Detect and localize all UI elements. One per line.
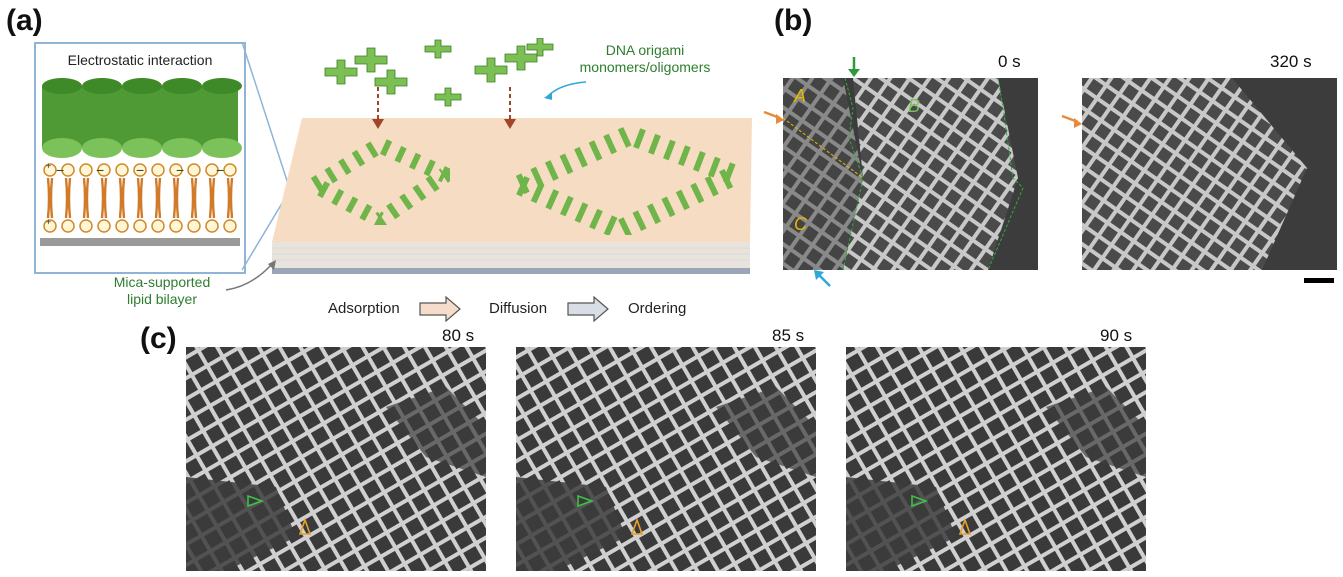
orange-arrowhead-icon: [298, 518, 312, 535]
time-label: 85 s: [772, 326, 805, 345]
minus-charge: −: [216, 162, 225, 178]
green-arrowhead-icon: [577, 494, 594, 508]
panel-b-label: (b): [774, 4, 813, 37]
dna-helix-cylinders: [42, 78, 242, 158]
afm-image-c-90s: [846, 347, 1146, 571]
monomer-label: DNA origami monomers/oligomers: [570, 42, 720, 76]
step-diffusion: Diffusion: [489, 300, 548, 317]
minus-charge: −: [176, 162, 185, 178]
step-adsorption: Adsorption: [328, 300, 400, 317]
minus-charge: −: [96, 162, 105, 178]
time-label: 320 s: [1270, 52, 1312, 71]
lipid-bilayer-diagram: [40, 78, 242, 246]
monomer-label-line2: monomers/oligomers: [579, 59, 711, 75]
origami-lattice-left: [310, 135, 450, 225]
afm-image-b-0s: [783, 78, 1038, 270]
domain-label-b: B: [908, 96, 921, 116]
bilayer-label-line1: Mica-supported: [113, 274, 211, 290]
orange-arrow-icon: [763, 110, 784, 124]
origami-lattice-right: [510, 125, 740, 235]
electrostatic-inset: Electrostatic interaction: [34, 42, 246, 274]
green-arrowhead-icon: [911, 494, 928, 508]
domain-label-c: C: [794, 214, 807, 234]
bilayer-pointer: [225, 260, 276, 291]
afm-image-c-85s: [516, 347, 816, 571]
dna-origami-monomers: [324, 38, 554, 107]
bilayer-label: Mica-supported lipid bilayer: [92, 274, 232, 308]
green-arrowhead-icon: [247, 494, 264, 508]
bilayer-surface: [272, 118, 752, 274]
monomer-label-line1: DNA origami: [605, 42, 685, 58]
panel-a-label: (a): [6, 4, 43, 37]
time-label: 90 s: [1100, 326, 1133, 345]
lipid-tails: [46, 177, 234, 219]
inset-title: Electrostatic interaction: [67, 52, 213, 68]
mica-substrate: [40, 238, 240, 246]
domain-label-a: A: [794, 86, 807, 106]
afm-image-b-320s: [1082, 78, 1337, 270]
adsorption-arrows: [372, 87, 516, 129]
minus-charge: −: [136, 162, 145, 178]
cyan-arrow-icon: [814, 270, 831, 287]
time-label: 0 s: [998, 52, 1021, 71]
plus-charge: +: [46, 161, 52, 171]
minus-charge: −: [56, 162, 65, 178]
scale-bar: [1304, 278, 1334, 283]
panel-c-label: (c): [140, 322, 177, 355]
lipid-heads-upper: [43, 163, 237, 177]
orange-arrow-icon: [1061, 114, 1082, 128]
lipid-heads-lower: [43, 219, 237, 233]
green-arrow-icon: [848, 57, 860, 77]
afm-image-c-80s: [186, 347, 486, 571]
orange-arrowhead-icon: [958, 518, 972, 535]
time-label: 80 s: [442, 326, 475, 345]
monomer-pointer: [544, 81, 587, 100]
step-ordering: Ordering: [628, 300, 687, 317]
arrow-icon: [419, 296, 461, 322]
arrow-icon: [567, 296, 609, 322]
bilayer-label-line2: lipid bilayer: [126, 291, 198, 307]
plus-charge: +: [46, 217, 52, 227]
orange-arrowhead-icon: [630, 518, 644, 535]
